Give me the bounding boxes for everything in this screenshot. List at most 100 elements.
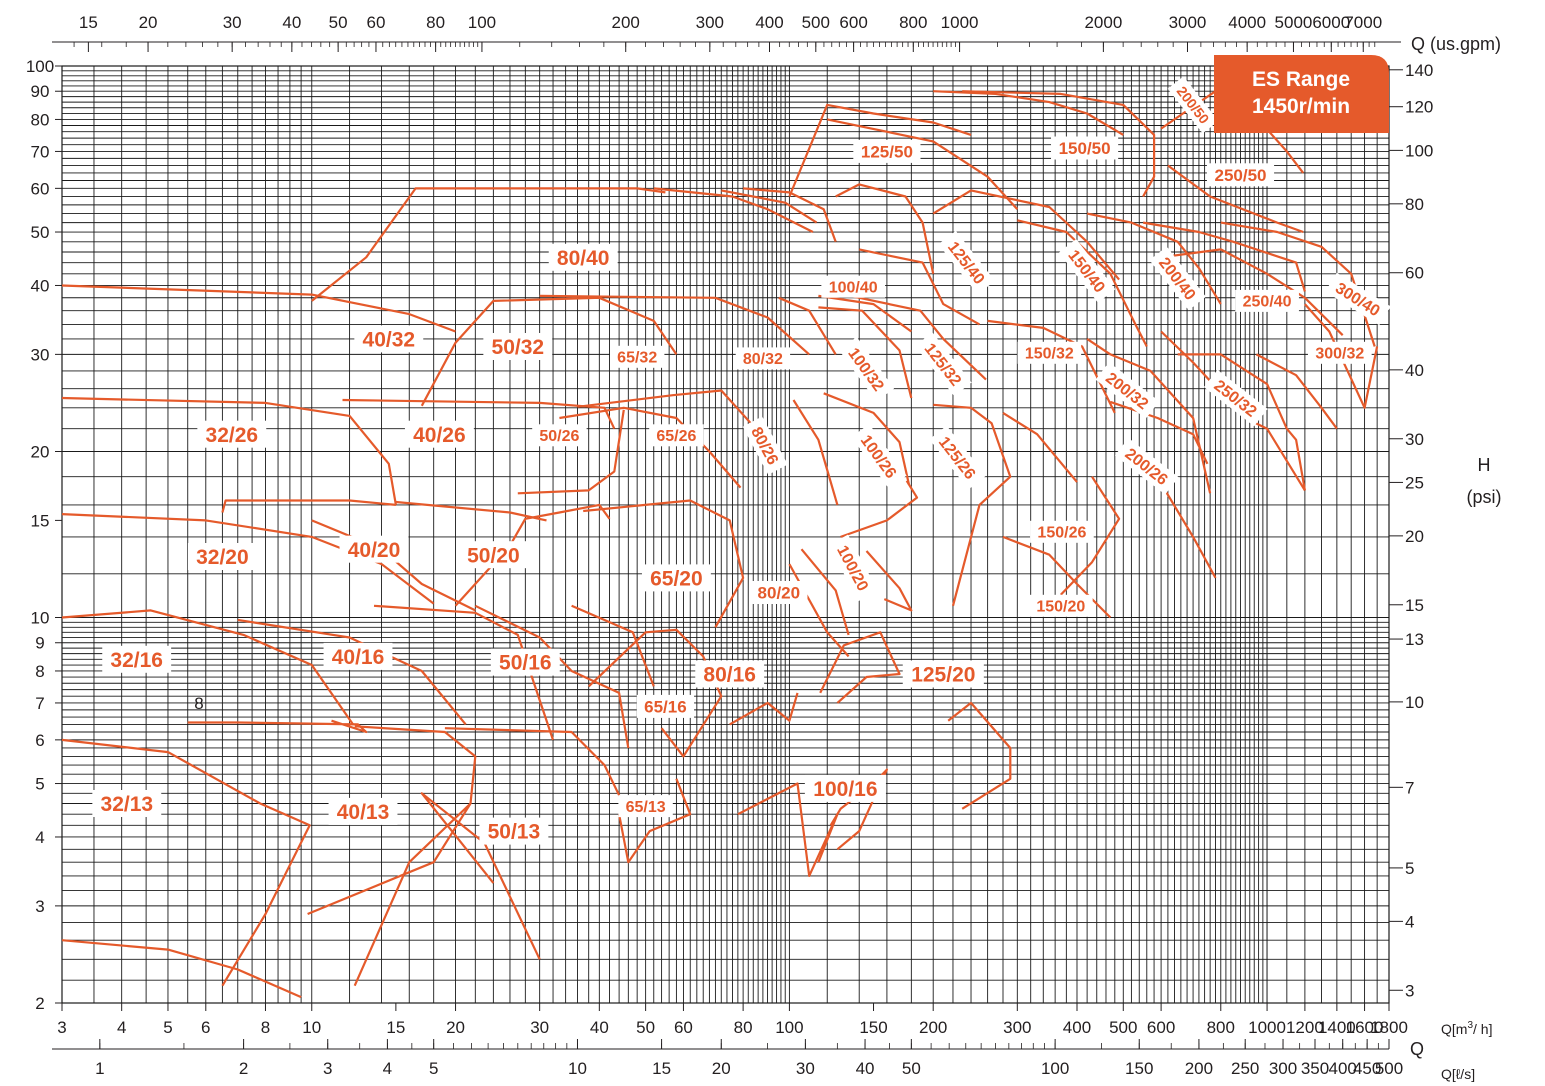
- gpm-tick-label: 800: [899, 13, 927, 32]
- psi-tick-label: 40: [1405, 361, 1424, 380]
- pump-curve: [800, 548, 850, 636]
- x-axis-unit-sup: 3: [1467, 1020, 1473, 1031]
- pump-label-bg: [490, 648, 560, 676]
- pump-label-text: 150/26: [1037, 525, 1086, 542]
- pump-label-text: 50/13: [488, 821, 541, 844]
- y-tick-label: 2: [35, 994, 44, 1013]
- pump-curve: [311, 187, 666, 302]
- x-tick-label: 400: [1063, 1018, 1091, 1037]
- pump-label-bg: [610, 345, 665, 368]
- pump-label: 80/32: [735, 347, 791, 370]
- pump-label-text: 65/32: [617, 350, 657, 367]
- x-tick-label: 150: [859, 1018, 887, 1037]
- x-axis-unit-tail: / h]: [1473, 1021, 1492, 1037]
- pump-curve: [788, 103, 972, 197]
- y-tick-label: 90: [31, 82, 50, 101]
- x-tick-label: 6: [201, 1018, 210, 1037]
- pump-label: 150/20: [1028, 594, 1093, 617]
- pump-label-bg: [804, 774, 886, 802]
- psi-tick-label: 13: [1405, 630, 1424, 649]
- pump-label: 80/40: [548, 243, 618, 271]
- plot-frame: [61, 65, 1390, 1004]
- pump-label-text: 65/13: [626, 799, 666, 816]
- pump-curve: [517, 409, 625, 495]
- badge-line2: 1450r/min: [1252, 95, 1350, 118]
- pump-label-bg: [929, 425, 986, 490]
- pump-curve: [933, 403, 1012, 607]
- stray-label: 8: [194, 694, 203, 713]
- pump-curve: [237, 618, 467, 726]
- pump-curve: [778, 296, 837, 355]
- pump-label-text: 150/20: [1036, 599, 1085, 616]
- psi-tick-label: 140: [1405, 61, 1433, 80]
- x-tick-label: 200: [919, 1018, 947, 1037]
- pump-curve: [947, 701, 1012, 810]
- pump-label-bg: [1095, 362, 1160, 419]
- pump-label-text: 80/16: [703, 664, 756, 687]
- ls-tick-label: 150: [1125, 1059, 1153, 1078]
- pump-label-bg: [323, 642, 393, 670]
- pump-label: 125/20: [902, 660, 984, 688]
- ls-tick-label: 300: [1269, 1059, 1297, 1078]
- psi-tick-label: 15: [1405, 596, 1424, 615]
- pump-curve: [1002, 535, 1112, 619]
- pump-label-bg: [354, 325, 424, 353]
- pump-label-text: 125/20: [911, 664, 975, 687]
- pump-label-bg: [1206, 163, 1275, 187]
- pump-curve: [61, 284, 456, 333]
- pump-label: 40/20: [339, 535, 409, 563]
- ls-tick-label: 500: [1375, 1059, 1403, 1078]
- pump-curve: [61, 609, 354, 726]
- pump-label-bg: [1149, 246, 1206, 311]
- pump-label-bg: [1203, 369, 1268, 427]
- pump-label-bg: [938, 230, 995, 295]
- pump-curve: [826, 118, 1019, 210]
- ls-tick-label: 1: [95, 1059, 104, 1078]
- pump-label-bg: [479, 817, 549, 845]
- pump-label: 50/13: [479, 817, 549, 845]
- pump-curve: [1167, 164, 1304, 234]
- pump-label-bg: [735, 347, 791, 370]
- ls-tick-label: 450: [1353, 1059, 1381, 1078]
- x-tick-label: 100: [775, 1018, 803, 1037]
- pump-label-bg: [1167, 76, 1219, 134]
- pump-label: 100/40: [821, 275, 886, 298]
- pump-label: 40/32: [354, 325, 424, 353]
- pump-label-text: 150/32: [1025, 346, 1074, 363]
- pump-label-text: 250/40: [1243, 294, 1292, 311]
- pump-label-text: 300/32: [1315, 346, 1364, 363]
- pump-label-bg: [1325, 272, 1391, 326]
- grid-lines: [61, 65, 1390, 1004]
- pump-label-bg: [92, 790, 162, 817]
- pump-label: 50/16: [490, 648, 560, 676]
- gpm-tick-label: 2000: [1084, 13, 1122, 32]
- x-tick-label: 8: [261, 1018, 270, 1037]
- pump-curve: [729, 692, 799, 726]
- pump-label-bg: [1030, 520, 1094, 543]
- pump-label-bg: [1235, 289, 1299, 312]
- pump-label: 50/26: [532, 424, 587, 447]
- pump-label: 50/32: [483, 333, 553, 360]
- gpm-tick-label: 400: [755, 13, 783, 32]
- pump-label-bg: [197, 420, 267, 448]
- pump-label-bg: [636, 694, 695, 718]
- psi-tick-label: 120: [1405, 98, 1433, 117]
- pump-curve: [1002, 411, 1078, 483]
- pump-label-text: 100/40: [829, 279, 878, 296]
- y-tick-label: 40: [31, 276, 50, 295]
- ls-tick-label: 3: [323, 1059, 332, 1078]
- pump-label: 65/16: [636, 694, 695, 718]
- pump-label-text: 50/20: [467, 544, 520, 567]
- ls-tick-label: 200: [1185, 1059, 1213, 1078]
- ls-tick-label: 400: [1329, 1059, 1357, 1078]
- ls-tick-label: 250: [1231, 1059, 1259, 1078]
- psi-tick-label: 5: [1405, 859, 1414, 878]
- pump-curve: [373, 604, 555, 741]
- gpm-tick-label: 20: [139, 13, 158, 32]
- pump-label-bg: [853, 139, 921, 163]
- pump-curve: [1160, 248, 1344, 336]
- gpm-tick-label: 4000: [1228, 13, 1266, 32]
- pump-curve: [420, 296, 678, 407]
- y-tick-label: 15: [31, 511, 50, 530]
